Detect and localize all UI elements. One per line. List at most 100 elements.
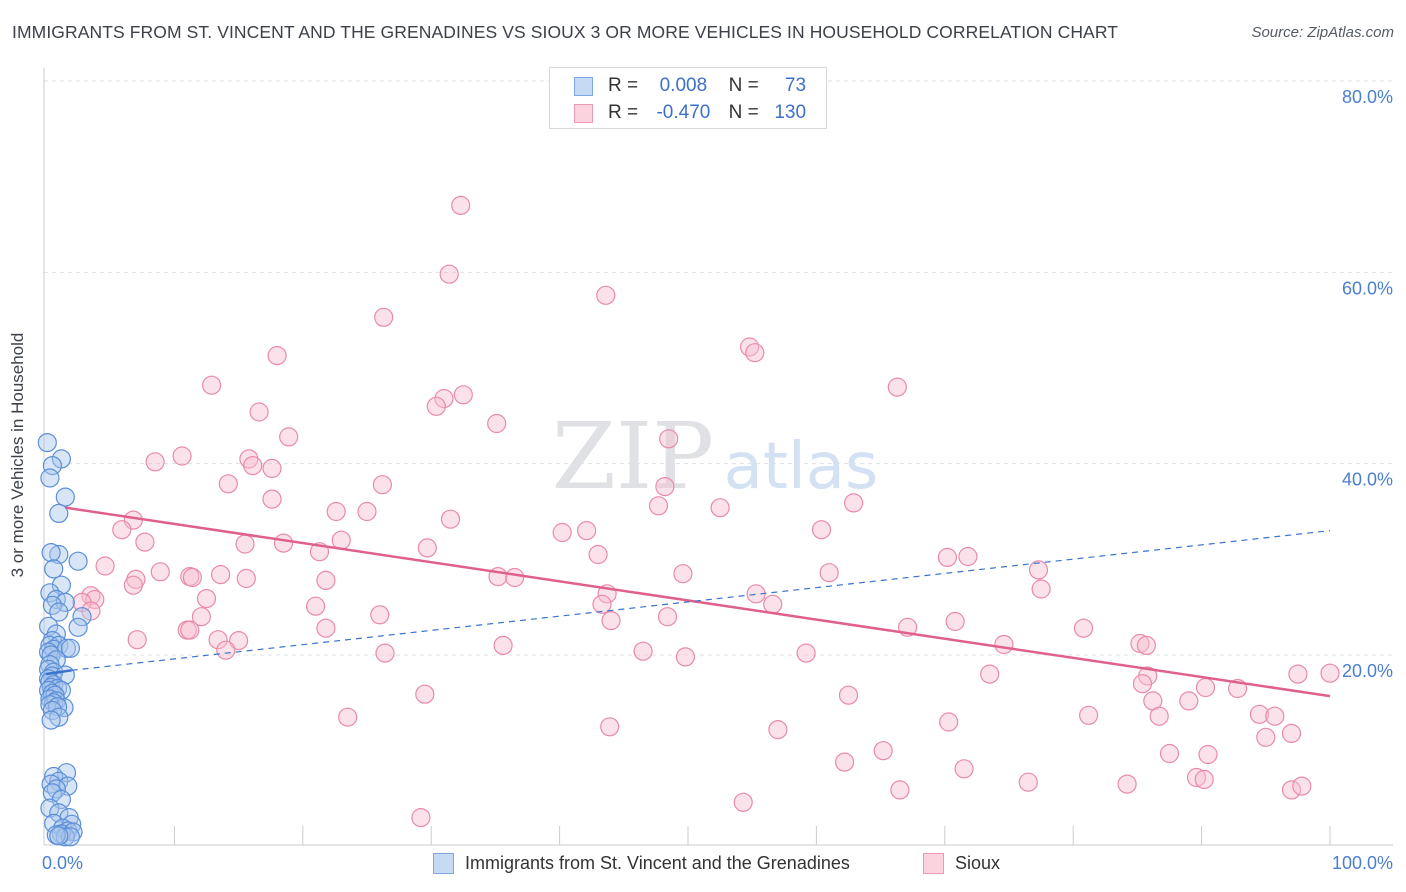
sioux-point: [1249, 704, 1270, 724]
sioux-point: [370, 605, 390, 625]
legend-swatch-series1: [574, 77, 593, 96]
svg-immigrant-point: [40, 798, 60, 818]
sioux-point: [1132, 674, 1153, 694]
sioux-point: [994, 634, 1014, 655]
sioux-point: [451, 195, 471, 215]
sioux-point: [657, 607, 678, 627]
legend-r-value-series1: 0.008: [659, 75, 708, 96]
svg-immigrant-point: [68, 617, 88, 637]
sioux-point: [655, 477, 675, 497]
sioux-point: [1136, 635, 1157, 656]
sioux-point: [211, 564, 231, 585]
sioux-point: [763, 594, 783, 614]
legend-r-label: R =: [608, 75, 639, 96]
sioux-point: [834, 752, 855, 772]
sioux-point: [939, 712, 959, 732]
sioux-point: [873, 741, 893, 761]
sioux-point: [1117, 774, 1137, 794]
svg-immigrant-point: [42, 456, 63, 476]
bottom-legend-label-series1: Immigrants from St. Vincent and the Gren…: [465, 853, 850, 873]
sioux-point: [954, 759, 974, 779]
sioux-point: [172, 446, 192, 466]
axis-ticks: [173, 826, 1331, 845]
sioux-point: [596, 285, 616, 305]
y-tick-label-80: 80.0%: [1342, 87, 1393, 107]
sioux-point: [338, 707, 358, 727]
watermark-atlas: atlas: [724, 430, 879, 504]
sioux-point: [374, 307, 394, 327]
svg-immigrant-point: [49, 803, 69, 823]
svg-immigrant-point: [40, 468, 60, 488]
y-tick-label-40: 40.0%: [1342, 470, 1393, 490]
sioux-point: [958, 546, 978, 567]
sioux-point: [1159, 743, 1180, 764]
svg-immigrant-point: [49, 544, 69, 565]
sioux-point: [316, 618, 336, 638]
sioux-point: [229, 630, 249, 651]
sioux-point: [1078, 705, 1099, 725]
svg-immigrant-trend-extension: [71, 530, 1331, 671]
sioux-point: [600, 717, 620, 737]
sioux-point: [675, 647, 696, 667]
sioux-point: [1194, 769, 1214, 790]
sioux-point: [326, 501, 346, 522]
sioux-point: [1265, 706, 1285, 726]
sioux-point: [945, 611, 965, 632]
sioux-point: [592, 594, 612, 614]
sioux-point: [819, 563, 839, 583]
sioux-point: [279, 427, 299, 447]
bottom-legend-swatch-series2: [923, 853, 944, 874]
sioux-point: [316, 570, 336, 591]
sioux-point: [1320, 663, 1340, 683]
sioux-trend-line: [65, 506, 1331, 698]
sioux-point: [493, 635, 513, 656]
sioux-point: [95, 556, 115, 576]
sioux-point: [434, 389, 454, 409]
svg-immigrant-point: [41, 710, 61, 730]
y-axis-label: 3 or more Vehicles in Household: [8, 332, 27, 578]
sioux-point: [417, 538, 437, 558]
sioux-point: [1028, 560, 1049, 580]
sioux-point: [375, 643, 395, 663]
sioux-point: [1186, 767, 1207, 788]
sioux-point: [357, 501, 377, 522]
svg-immigrant-point: [44, 559, 64, 579]
sioux-point: [1073, 618, 1094, 638]
sioux-point: [1149, 706, 1169, 726]
svg-immigrant-point: [37, 433, 57, 453]
sioux-point: [843, 493, 864, 513]
sioux-point: [182, 567, 202, 588]
svg-immigrant-point: [49, 707, 69, 727]
sioux-point: [236, 568, 256, 589]
sioux-point: [439, 264, 459, 284]
svg-immigrant-point: [49, 602, 69, 622]
sioux-point: [745, 343, 765, 363]
sioux-point: [505, 567, 525, 588]
svg-immigrant-point: [41, 542, 61, 563]
sioux-point: [426, 396, 446, 416]
trend-lines: [45, 506, 1331, 698]
sioux-point: [123, 575, 143, 595]
sioux-point: [796, 643, 816, 663]
svg-immigrant-point: [38, 616, 59, 636]
sioux-point: [1018, 772, 1038, 792]
sioux-point: [202, 375, 222, 395]
svg-immigrant-trend-line: [45, 669, 72, 676]
sioux-point: [306, 596, 326, 616]
sioux-point: [191, 607, 211, 627]
sioux-point: [1281, 723, 1302, 744]
sioux-point: [739, 337, 760, 357]
chart-title: IMMIGRANTS FROM ST. VINCENT AND THE GREN…: [12, 22, 1119, 42]
source-credit: Source: ZipAtlas.com: [1251, 24, 1394, 41]
legend-n-label: N =: [728, 102, 759, 123]
correlation-legend: R = 0.008 N = 73 R = -0.470 N = 130: [549, 67, 827, 129]
sioux-point: [710, 498, 730, 518]
sioux-point: [1288, 664, 1308, 684]
sioux-point: [576, 520, 597, 541]
gridlines: [44, 80, 1393, 656]
sioux-point: [1281, 780, 1302, 800]
sioux-point: [145, 452, 165, 472]
sioux-point: [1292, 776, 1312, 796]
legend-n-value-series1: 73: [784, 75, 807, 96]
